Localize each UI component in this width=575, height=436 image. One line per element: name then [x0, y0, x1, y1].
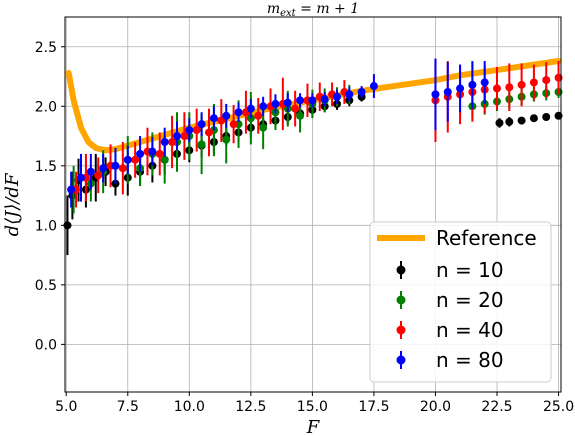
- data-point: [111, 161, 120, 170]
- series-4: [67, 58, 489, 208]
- legend: Reference n = 10 n = 20 n = 40 n = 80: [369, 221, 552, 383]
- data-point: [222, 135, 231, 144]
- ticks: 5.0 7.5 10.0 12.5 15.0 17.5 20.0 22.5 25.0 0.0 0.5…: [35, 40, 574, 415]
- x-tick-label: 15.0: [297, 399, 328, 415]
- data-point: [180, 132, 189, 141]
- plot-frame: [64, 16, 562, 393]
- y-tick-label: 0.0: [35, 337, 57, 353]
- data-point: [517, 80, 526, 89]
- x-tick-label: 25.0: [543, 399, 574, 415]
- legend-label: n = 80: [436, 348, 504, 372]
- y-tick-label: 2.5: [35, 40, 57, 56]
- data-point: [505, 117, 514, 126]
- series-3: [72, 58, 563, 208]
- data-point: [542, 76, 551, 85]
- data-point: [118, 164, 127, 173]
- y-tick-label: 2.0: [35, 99, 57, 115]
- data-point: [123, 155, 132, 164]
- data-point: [192, 126, 201, 135]
- data-point: [271, 99, 280, 108]
- y-tick-label: 0.5: [35, 278, 57, 294]
- data-point: [431, 90, 440, 99]
- legend-box: [369, 221, 552, 383]
- data-point: [160, 138, 169, 146]
- x-tick-label: 12.5: [235, 399, 266, 415]
- data-point: [369, 82, 378, 91]
- legend-label: n = 20: [436, 288, 504, 312]
- data-point: [296, 111, 305, 120]
- data-point: [505, 83, 514, 92]
- data-point: [345, 90, 354, 99]
- data-point: [443, 88, 452, 96]
- data-point: [205, 128, 213, 137]
- data-point: [456, 84, 465, 93]
- data-point: [77, 173, 85, 182]
- data-point: [168, 138, 177, 146]
- data-point: [333, 92, 341, 101]
- data-point: [148, 147, 157, 156]
- data-point: [495, 118, 504, 127]
- y-tick-label: 1.0: [35, 218, 57, 234]
- data-point: [136, 149, 145, 158]
- data-point: [296, 96, 305, 105]
- data-point: [131, 155, 140, 164]
- y-axis-label: d⟨J⟩/dF: [2, 172, 23, 236]
- data-point: [283, 98, 292, 107]
- legend-label: n = 40: [436, 318, 504, 342]
- data-point: [357, 88, 366, 96]
- data-point: [468, 80, 477, 89]
- legend-label-reference: Reference: [436, 226, 537, 250]
- data-point: [259, 102, 268, 111]
- legend-marker: [396, 295, 406, 305]
- data-point: [254, 111, 263, 120]
- data-point: [542, 113, 551, 121]
- x-tick-label: 5.0: [55, 399, 77, 415]
- data-point: [529, 78, 538, 87]
- data-point: [222, 111, 231, 120]
- data-point: [229, 120, 238, 129]
- data-point: [291, 104, 300, 113]
- series-2: [69, 84, 563, 214]
- data-point: [185, 126, 194, 135]
- legend-marker: [396, 355, 406, 365]
- data-point: [308, 96, 317, 105]
- data-point: [234, 108, 243, 117]
- legend-marker: [396, 325, 406, 335]
- data-point: [517, 116, 526, 125]
- data-point: [209, 114, 218, 123]
- x-axis-label: F: [306, 417, 321, 436]
- data-point: [493, 84, 501, 93]
- chart-title: mext = m + 1: [267, 1, 359, 19]
- data-point: [217, 116, 226, 125]
- x-tick-label: 7.5: [117, 399, 139, 415]
- data-point: [67, 185, 76, 194]
- data-point: [160, 155, 169, 164]
- data-point: [259, 123, 268, 132]
- data-point: [197, 120, 206, 129]
- x-tick-label: 10.0: [174, 399, 205, 415]
- data-point: [86, 167, 95, 176]
- data-point: [94, 171, 103, 180]
- x-tick-label: 20.0: [420, 399, 451, 415]
- legend-marker: [396, 265, 406, 275]
- data-point: [480, 78, 489, 87]
- data-point: [320, 95, 329, 104]
- x-tick-label: 22.5: [481, 399, 512, 415]
- x-tick-label: 17.5: [358, 399, 389, 415]
- legend-label: n = 10: [436, 258, 504, 282]
- y-tick-label: 1.5: [35, 159, 57, 175]
- data-point: [246, 104, 255, 113]
- data-point: [99, 164, 108, 173]
- data-point: [529, 114, 538, 123]
- data-point: [155, 149, 164, 158]
- data-point: [173, 132, 181, 141]
- data-point: [197, 140, 206, 149]
